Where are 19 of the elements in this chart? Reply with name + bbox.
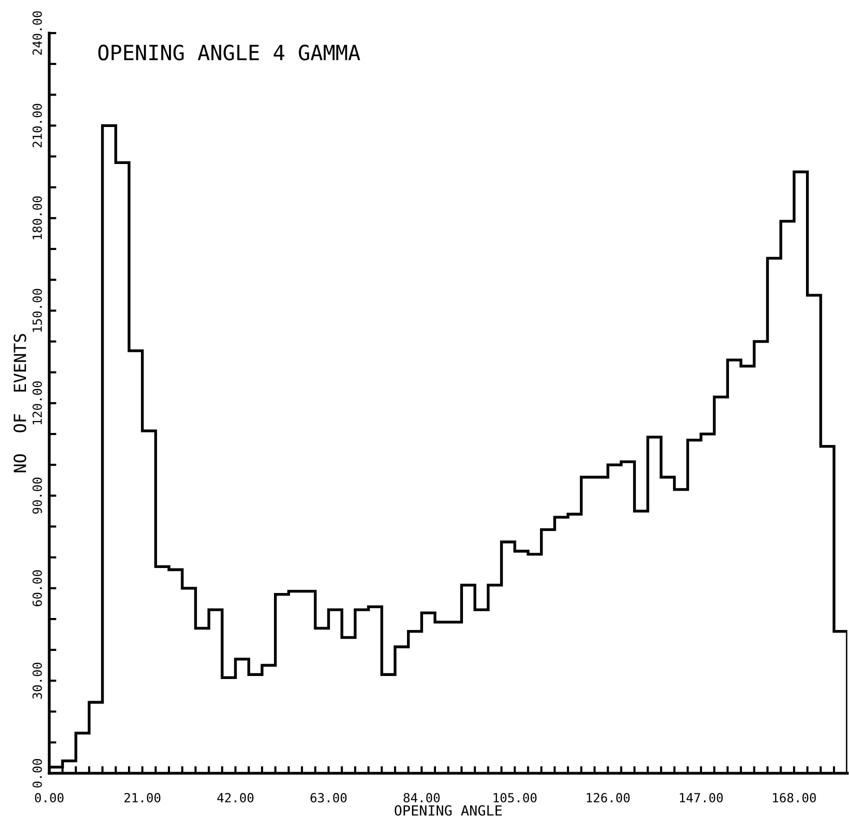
x-tick-label: 126.00	[586, 792, 630, 802]
x-tick-label: 84.00	[404, 792, 440, 802]
y-tick-label: 180.00	[32, 196, 42, 240]
y-tick-label: 120.00	[32, 381, 42, 424]
y-tick-label: 210.00	[32, 104, 42, 148]
x-tick-label: 63.00	[310, 792, 347, 802]
y-tick-label: 30.00	[32, 662, 42, 699]
chart-title: OPENING ANGLE 4 GAMMA	[98, 44, 360, 60]
x-tick-label: 21.00	[124, 792, 160, 802]
x-tick-label: 42.00	[217, 792, 254, 802]
x-tick-label: 105.00	[494, 792, 537, 802]
y-tick-label: 60.00	[32, 570, 42, 606]
x-axis-title: OPENING ANGLE	[394, 805, 502, 816]
y-axis-title: NO OF EVENTS	[14, 334, 26, 472]
x-tick-label: 168.00	[773, 792, 816, 802]
y-tick-label: 90.00	[32, 478, 42, 514]
y-tick-label: 240.00	[32, 11, 42, 55]
x-tick-label: 147.00	[680, 792, 723, 802]
y-tick-label: 150.00	[32, 288, 42, 332]
